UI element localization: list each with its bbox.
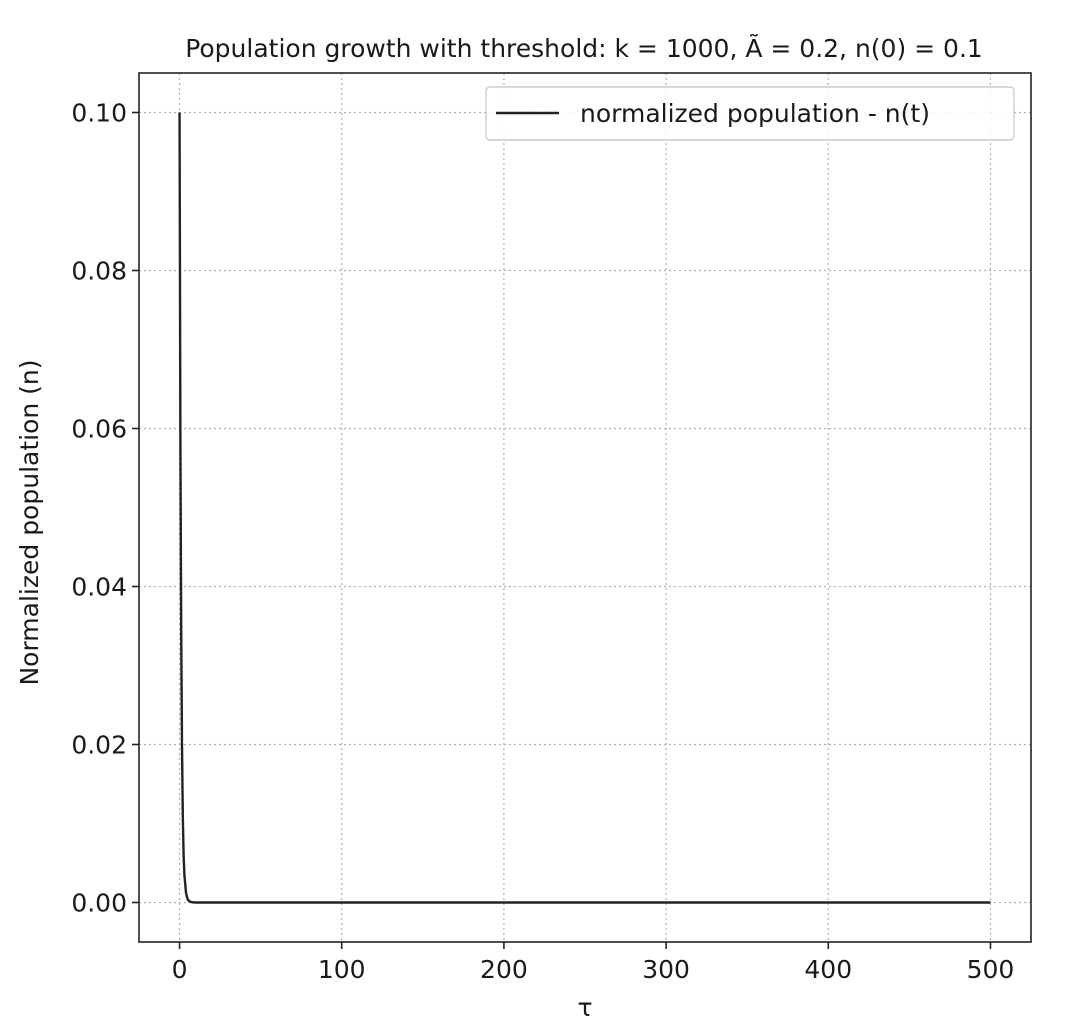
x-axis-label: τ xyxy=(577,993,592,1022)
legend: normalized population - n(t) xyxy=(485,86,1015,141)
y-tick-label: 0.10 xyxy=(71,99,127,128)
x-tick-label: 500 xyxy=(967,955,1015,984)
chart-title: Population growth with threshold: k = 10… xyxy=(185,33,983,63)
series-layer xyxy=(178,112,991,904)
y-axis-label: Normalized population (n) xyxy=(15,359,44,685)
x-tick-label: 300 xyxy=(642,955,690,984)
x-tick-label: 0 xyxy=(172,955,188,984)
legend-box xyxy=(485,86,1015,141)
y-tick-label: 0.08 xyxy=(71,257,127,286)
grid xyxy=(139,73,1031,942)
y-tick-label: 0.00 xyxy=(71,889,127,918)
axis-ticks: 0 100 200 300 400 500 0.00 0.02 0.04 0.06 0.08 0.10 xyxy=(71,99,1014,985)
y-tick-label: 0.06 xyxy=(71,415,127,444)
x-tick-label: 100 xyxy=(318,955,366,984)
y-tick-label: 0.04 xyxy=(71,573,127,602)
legend-label: normalized population - n(t) xyxy=(580,99,930,128)
x-tick-label: 200 xyxy=(480,955,528,984)
series-line xyxy=(178,112,991,904)
x-tick-label: 400 xyxy=(804,955,852,984)
y-tick-label: 0.02 xyxy=(71,731,127,760)
plot-area-frame xyxy=(138,72,1032,943)
